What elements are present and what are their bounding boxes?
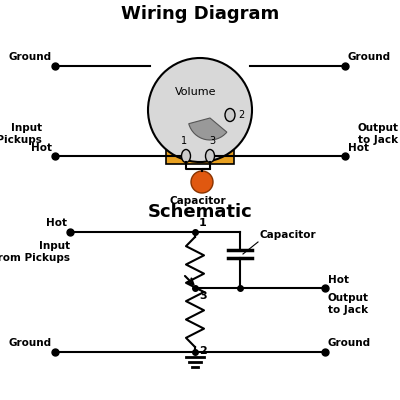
Text: Input
From Pickups: Input From Pickups xyxy=(0,123,42,145)
Text: Ground: Ground xyxy=(9,338,52,348)
Ellipse shape xyxy=(206,150,214,162)
Text: Ground: Ground xyxy=(348,52,391,62)
Text: Ground: Ground xyxy=(328,338,371,348)
Text: Volume: Volume xyxy=(175,87,217,97)
Wedge shape xyxy=(189,118,227,140)
Text: Capacitor: Capacitor xyxy=(170,196,226,206)
Text: 1: 1 xyxy=(181,136,187,146)
Text: Hot: Hot xyxy=(31,143,52,153)
Circle shape xyxy=(191,171,213,193)
Ellipse shape xyxy=(225,108,235,122)
Text: Ground: Ground xyxy=(9,52,52,62)
Text: 3: 3 xyxy=(199,291,207,301)
Text: 3: 3 xyxy=(209,136,215,146)
Text: Hot: Hot xyxy=(46,218,67,228)
Text: Output
to Jack: Output to Jack xyxy=(328,293,369,314)
Text: 1: 1 xyxy=(199,218,207,228)
Text: 2: 2 xyxy=(199,346,207,356)
Text: 2: 2 xyxy=(238,110,244,120)
Text: Input
from Pickups: Input from Pickups xyxy=(0,241,70,263)
Text: Wiring Diagram: Wiring Diagram xyxy=(121,5,279,23)
Text: Capacitor: Capacitor xyxy=(260,230,317,240)
Text: Hot: Hot xyxy=(328,275,349,285)
Text: Hot: Hot xyxy=(348,143,369,153)
Bar xyxy=(166,129,234,164)
Text: Schematic: Schematic xyxy=(148,203,252,221)
Ellipse shape xyxy=(182,150,190,162)
Circle shape xyxy=(148,58,252,162)
Text: Output
to Jack: Output to Jack xyxy=(358,123,399,145)
